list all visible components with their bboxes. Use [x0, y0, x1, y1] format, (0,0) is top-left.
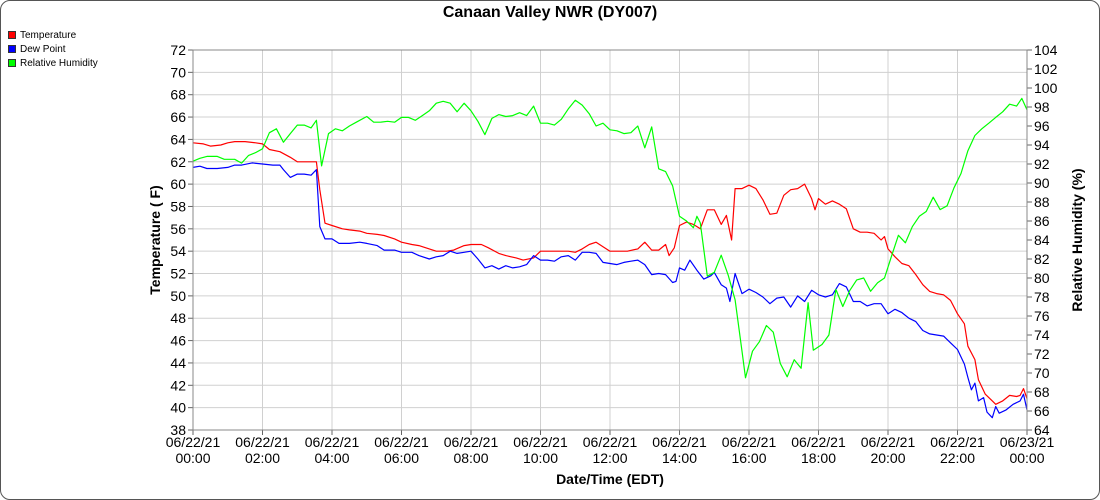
- y-tick-label: 42: [170, 377, 186, 393]
- y2-tick-label: 98: [1034, 99, 1050, 115]
- legend-swatch-temperature: [8, 31, 16, 39]
- legend: Temperature Dew Point Relative Humidity: [8, 28, 98, 70]
- x-axis-label: Date/Time (EDT): [556, 471, 664, 487]
- y2-tick-label: 66: [1034, 403, 1050, 419]
- y2-tick-label: 88: [1034, 194, 1050, 210]
- x-tick-label-time: 16:00: [731, 450, 766, 466]
- y2-tick-label: 104: [1034, 42, 1058, 58]
- y-tick-label: 46: [170, 333, 186, 349]
- x-tick-label-date: 06/22/21: [235, 434, 290, 450]
- x-tick-label-time: 22:00: [940, 450, 975, 466]
- y-tick-label: 48: [170, 310, 186, 326]
- y-tick-label: 56: [170, 221, 186, 237]
- y2-tick-label: 92: [1034, 156, 1050, 172]
- series-lines: [192, 97, 1028, 419]
- y-axis-label: Temperature ( F): [147, 185, 163, 294]
- y-tick-label: 70: [170, 64, 186, 80]
- x-tick-label-time: 18:00: [801, 450, 836, 466]
- y2-tick-label: 86: [1034, 213, 1050, 229]
- x-tick-label-time: 14:00: [662, 450, 697, 466]
- x-tick-label-time: 04:00: [314, 450, 349, 466]
- x-tick-label-date: 06/22/21: [652, 434, 707, 450]
- y2-tick-label: 72: [1034, 346, 1050, 362]
- x-tick-label-date: 06/22/21: [930, 434, 985, 450]
- legend-label-temperature: Temperature: [20, 29, 77, 41]
- x-tick-label-date: 06/22/21: [374, 434, 429, 450]
- relative-humidity-line: [192, 97, 1028, 379]
- x-tick-label-date: 06/22/21: [305, 434, 360, 450]
- x-tick-label-date: 06/22/21: [722, 434, 777, 450]
- y-tick-label: 64: [170, 131, 186, 147]
- y2-tick-label: 100: [1034, 80, 1058, 96]
- y2-tick-label: 82: [1034, 251, 1050, 267]
- x-tick-label-time: 00:00: [175, 450, 210, 466]
- y2-tick-label: 94: [1034, 137, 1050, 153]
- x-tick-label-date: 06/22/21: [444, 434, 499, 450]
- plot-border: [192, 49, 1028, 431]
- x-tick-label-date: 06/22/21: [166, 434, 221, 450]
- legend-item-dew-point: Dew Point: [8, 42, 98, 56]
- y2-tick-label: 78: [1034, 289, 1050, 305]
- y2-tick-label: 90: [1034, 175, 1050, 191]
- y2-tick-label: 64: [1034, 422, 1050, 438]
- x-tick-label-date: 06/22/21: [791, 434, 846, 450]
- y-tick-label: 58: [170, 198, 186, 214]
- y2-axis-label: Relative Humidity (%): [1069, 168, 1085, 311]
- y-tick-label: 52: [170, 266, 186, 282]
- legend-swatch-dew-point: [8, 45, 16, 53]
- y2-tick-label: 80: [1034, 270, 1050, 286]
- temperature-line: [192, 141, 1028, 405]
- legend-item-temperature: Temperature: [8, 28, 98, 42]
- x-tick-label-time: 08:00: [453, 450, 488, 466]
- chart-title: Canaan Valley NWR (DY007): [442, 4, 658, 21]
- legend-label-relative-humidity: Relative Humidity: [20, 57, 98, 69]
- x-tick-label-date: 06/22/21: [861, 434, 916, 450]
- y-tick-label: 60: [170, 176, 186, 192]
- y2-tick-label: 102: [1034, 61, 1058, 77]
- x-tick-label-time: 00:00: [1009, 450, 1044, 466]
- legend-label-dew-point: Dew Point: [20, 43, 66, 55]
- x-tick-label-date: 06/22/21: [583, 434, 638, 450]
- x-tick-label-time: 12:00: [592, 450, 627, 466]
- legend-item-relative-humidity: Relative Humidity: [8, 56, 98, 70]
- dew-point-line: [192, 162, 1028, 419]
- y2-tick-label: 68: [1034, 384, 1050, 400]
- x-tick-label-date: 06/22/21: [513, 434, 568, 450]
- y-tick-label: 68: [170, 87, 186, 103]
- y-tick-label: 44: [170, 355, 186, 371]
- y2-tick-label: 76: [1034, 308, 1050, 324]
- x-tick-label-time: 10:00: [523, 450, 558, 466]
- axes: 38 40 42 44 46 48 50 52 54 56 58 60 62 64 66 68 70 72 64 66…: [166, 42, 1058, 466]
- x-tick-label-time: 06:00: [384, 450, 419, 466]
- y2-tick-label: 96: [1034, 118, 1050, 134]
- y2-tick-label: 74: [1034, 327, 1050, 343]
- x-tick-label-time: 20:00: [870, 450, 905, 466]
- y-tick-label: 38: [170, 422, 186, 438]
- y2-tick-label: 84: [1034, 232, 1050, 248]
- y-tick-label: 40: [170, 400, 186, 416]
- y-tick-label: 66: [170, 109, 186, 125]
- x-tick-label-time: 02:00: [245, 450, 280, 466]
- y-tick-label: 62: [170, 154, 186, 170]
- y-tick-label: 50: [170, 288, 186, 304]
- x-tick-label-date: 06/23/21: [1000, 434, 1055, 450]
- y-tick-label: 72: [170, 42, 186, 58]
- y-tick-label: 54: [170, 243, 186, 259]
- y2-tick-label: 70: [1034, 365, 1050, 381]
- legend-swatch-relative-humidity: [8, 59, 16, 67]
